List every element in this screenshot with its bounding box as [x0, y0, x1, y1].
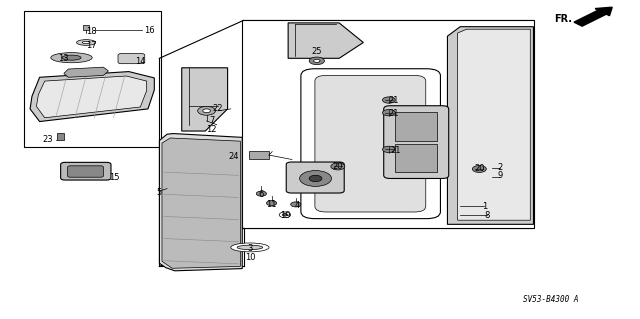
FancyBboxPatch shape — [384, 106, 449, 178]
FancyBboxPatch shape — [301, 69, 440, 219]
Circle shape — [331, 163, 345, 170]
Text: 17: 17 — [86, 41, 97, 49]
Circle shape — [198, 106, 216, 115]
Polygon shape — [36, 76, 147, 118]
Text: FR.: FR. — [554, 14, 572, 24]
Polygon shape — [182, 68, 228, 131]
Polygon shape — [288, 23, 364, 58]
Text: 18: 18 — [86, 27, 97, 36]
Circle shape — [314, 59, 320, 63]
Bar — [248, 151, 269, 159]
Bar — [83, 25, 90, 30]
Circle shape — [266, 201, 276, 206]
FancyBboxPatch shape — [286, 162, 344, 193]
FancyBboxPatch shape — [118, 54, 145, 64]
Text: 15: 15 — [109, 173, 120, 182]
Text: 8: 8 — [484, 211, 490, 220]
Text: 1: 1 — [482, 203, 487, 211]
Bar — [395, 144, 436, 172]
Bar — [24, 11, 161, 147]
Ellipse shape — [83, 41, 90, 44]
FancyBboxPatch shape — [68, 166, 103, 177]
Circle shape — [279, 212, 291, 218]
Text: 10: 10 — [244, 253, 255, 262]
Circle shape — [282, 214, 287, 216]
Text: 6: 6 — [259, 190, 264, 199]
Text: 4: 4 — [294, 201, 300, 210]
Text: 13: 13 — [58, 54, 68, 63]
Text: SV53-B4300 A: SV53-B4300 A — [523, 295, 579, 304]
Ellipse shape — [51, 53, 92, 63]
Circle shape — [309, 175, 322, 182]
Text: 21: 21 — [388, 97, 399, 106]
FancyBboxPatch shape — [315, 75, 426, 212]
Ellipse shape — [237, 245, 262, 250]
Bar — [395, 112, 436, 141]
Ellipse shape — [231, 243, 269, 252]
FancyBboxPatch shape — [61, 162, 111, 180]
Text: 19: 19 — [280, 211, 290, 220]
Text: 3: 3 — [247, 244, 253, 253]
Circle shape — [383, 97, 395, 103]
Text: 11: 11 — [266, 200, 277, 209]
Text: 20: 20 — [474, 165, 484, 174]
Text: 23: 23 — [42, 135, 52, 145]
Circle shape — [472, 166, 486, 173]
Polygon shape — [447, 27, 534, 224]
Circle shape — [256, 191, 266, 196]
Bar — [58, 133, 64, 140]
Text: 21: 21 — [390, 145, 401, 154]
Text: 9: 9 — [497, 171, 502, 181]
Text: 22: 22 — [212, 104, 223, 113]
Text: 5: 5 — [157, 188, 162, 197]
Text: 14: 14 — [135, 57, 145, 66]
Ellipse shape — [62, 55, 81, 60]
Circle shape — [309, 57, 324, 65]
Ellipse shape — [77, 40, 96, 45]
Text: 7: 7 — [209, 116, 214, 125]
Polygon shape — [244, 20, 534, 228]
Text: 24: 24 — [228, 152, 239, 161]
Polygon shape — [64, 67, 108, 77]
Polygon shape — [458, 29, 531, 220]
Circle shape — [383, 109, 395, 116]
Text: 16: 16 — [144, 26, 154, 35]
Polygon shape — [159, 134, 243, 271]
Text: 2: 2 — [497, 163, 502, 172]
Polygon shape — [30, 71, 154, 122]
Circle shape — [203, 109, 211, 113]
Circle shape — [383, 146, 395, 152]
Bar — [243, 20, 534, 228]
Text: 20: 20 — [333, 162, 343, 171]
Circle shape — [291, 202, 301, 207]
Circle shape — [300, 171, 332, 186]
Text: 25: 25 — [311, 48, 321, 56]
Text: 12: 12 — [207, 125, 217, 134]
Text: 21: 21 — [388, 109, 399, 118]
Polygon shape — [162, 138, 241, 268]
FancyArrow shape — [574, 7, 612, 26]
